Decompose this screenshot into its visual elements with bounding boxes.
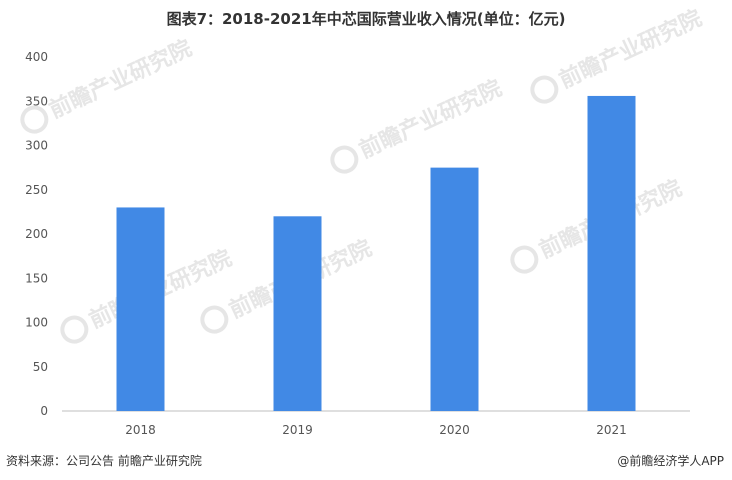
watermark-logo-icon	[510, 245, 539, 274]
y-tick-label: 300	[25, 139, 48, 153]
bar	[116, 207, 165, 411]
y-tick-label: 250	[25, 183, 48, 197]
y-tick-label: 400	[25, 50, 48, 64]
watermark-logo-icon	[330, 145, 359, 174]
bar	[430, 167, 479, 411]
bar	[273, 216, 322, 411]
x-tick-label: 2018	[125, 423, 156, 437]
watermark: 前瞻产业研究院	[530, 5, 706, 104]
x-tick-label: 2019	[282, 423, 313, 437]
watermark-text: 前瞻产业研究院	[555, 5, 706, 94]
y-tick-label: 100	[25, 316, 48, 330]
chart-title: 图表7：2018-2021年中芯国际营业收入情况(单位：亿元)	[166, 10, 566, 28]
y-tick-label: 350	[25, 94, 48, 108]
y-tick-label: 0	[40, 404, 48, 418]
watermark-logo-icon	[200, 305, 229, 334]
bar	[587, 95, 636, 411]
x-axis: 2018 2019 2020 2021	[62, 410, 690, 437]
watermark: 前瞻产业研究院	[330, 75, 506, 174]
bars	[116, 95, 636, 411]
source-note: 资料来源：公司公告 前瞻产业研究院	[6, 454, 202, 468]
watermark-logo-icon	[530, 75, 559, 104]
watermark-logo-icon	[20, 105, 49, 134]
credit-note: @前瞻经济学人APP	[617, 454, 724, 468]
y-tick-label: 50	[33, 360, 48, 374]
watermark-text: 前瞻产业研究院	[45, 35, 196, 124]
x-tick-label: 2021	[596, 423, 627, 437]
y-tick-label: 200	[25, 227, 48, 241]
y-tick-label: 150	[25, 271, 48, 285]
x-tick-label: 2020	[439, 423, 470, 437]
watermark-logo-icon	[60, 315, 89, 344]
watermark-text: 前瞻产业研究院	[355, 75, 506, 164]
y-axis: 0 50 100 150 200 250 300 350 400	[25, 50, 48, 418]
